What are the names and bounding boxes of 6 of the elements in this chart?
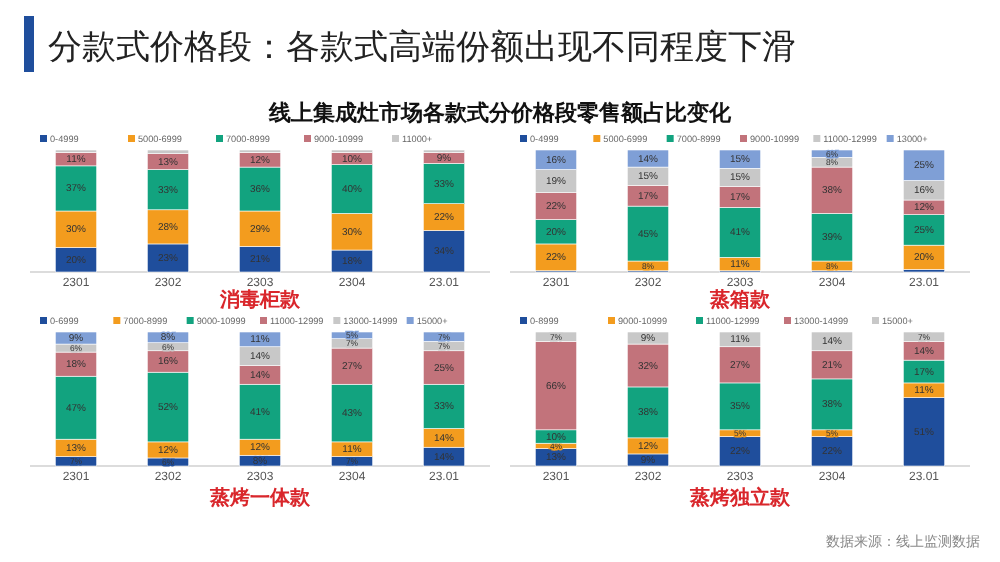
x-axis-title: 蒸烤一体款 [208, 486, 312, 510]
x-axis-title: 蒸烤独立款 [688, 486, 792, 510]
x-axis-title: 消毒柜款 [218, 288, 302, 312]
x-axis-title: 蒸箱款 [708, 288, 772, 312]
chart-subtitle: 线上集成灶市场各款式分价格段零售额占比变化 [267, 100, 733, 126]
chart-title: 分款式价格段：各款式高端份额出现不同程度下滑 [48, 28, 796, 66]
